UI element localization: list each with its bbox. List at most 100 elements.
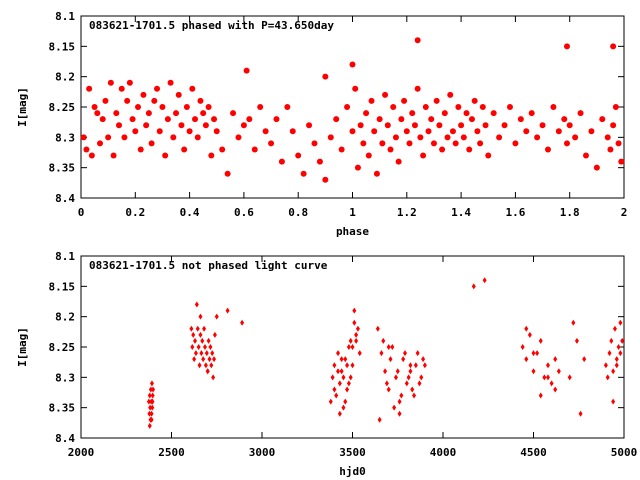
data-point [618, 350, 623, 357]
data-point [401, 356, 406, 363]
data-point [501, 122, 508, 129]
data-point [145, 110, 152, 117]
data-point [193, 337, 198, 344]
data-point [148, 404, 153, 411]
y-tick-label: 8.35 [49, 162, 76, 175]
y-tick-label: 8.3 [55, 371, 75, 384]
data-point [164, 116, 171, 123]
x-axis-label: phase [336, 225, 369, 238]
x-tick-label: 2 [621, 206, 628, 219]
data-point [198, 331, 203, 338]
data-point [97, 140, 104, 147]
data-point [339, 368, 344, 375]
data-point [531, 350, 536, 357]
data-point [332, 386, 337, 393]
data-point [208, 344, 213, 350]
data-point [348, 337, 353, 344]
data-point [612, 104, 619, 110]
data-point [572, 134, 579, 141]
data-point [243, 67, 250, 74]
data-point [607, 146, 614, 153]
data-point [354, 337, 359, 344]
data-point [211, 116, 218, 123]
data-point [151, 97, 158, 104]
data-point [107, 79, 114, 86]
data-point [257, 104, 264, 110]
data-point [355, 325, 360, 332]
data-point [404, 380, 409, 387]
y-tick-label: 8.15 [49, 40, 76, 53]
data-point [192, 356, 197, 363]
chart-title: 083621-1701.5 phased with P=43.650day [89, 19, 334, 32]
data-point [408, 362, 413, 369]
data-point [582, 152, 589, 159]
data-point [425, 128, 432, 135]
data-point [181, 146, 188, 153]
data-point [471, 283, 476, 290]
data-point [337, 380, 342, 387]
data-point [413, 362, 418, 369]
data-point [189, 85, 196, 92]
data-point [341, 374, 346, 381]
data-point [268, 140, 275, 147]
data-point [86, 85, 93, 92]
data-point [387, 146, 394, 153]
data-point [567, 374, 572, 381]
data-point [455, 104, 462, 110]
data-point [224, 170, 231, 177]
x-tick-label: 4500 [520, 446, 547, 459]
y-tick-label: 8.25 [49, 101, 76, 114]
data-point [417, 134, 424, 141]
x-tick-label: 2000 [68, 446, 95, 459]
data-point [571, 319, 576, 326]
data-point [207, 356, 212, 363]
data-point [345, 386, 350, 393]
y-tick-label: 8.25 [49, 341, 76, 354]
data-point [553, 386, 558, 393]
data-point [610, 43, 617, 50]
data-point [411, 122, 418, 129]
data-point [149, 380, 154, 387]
data-point [195, 325, 200, 332]
data-point [412, 392, 417, 399]
data-point [316, 158, 323, 165]
data-point [214, 313, 219, 320]
data-point [397, 410, 402, 417]
y-axis-label: I[mag] [16, 327, 29, 367]
data-point [211, 374, 216, 381]
data-point [531, 368, 536, 375]
data-point [449, 128, 456, 135]
data-point [603, 362, 608, 369]
data-point [357, 350, 362, 357]
data-point [376, 116, 383, 123]
data-point [300, 170, 307, 177]
data-point [524, 356, 529, 363]
data-point [199, 350, 204, 357]
data-point [371, 128, 378, 135]
data-point [341, 404, 346, 411]
data-point [460, 134, 467, 141]
data-point [444, 134, 451, 141]
data-point [352, 85, 359, 92]
x-tick-label: 1.8 [560, 206, 580, 219]
data-point [295, 152, 302, 159]
data-point [577, 110, 584, 117]
data-point [439, 146, 446, 153]
data-point [196, 344, 201, 350]
data-point [375, 325, 380, 332]
data-point [150, 398, 155, 405]
data-point [403, 128, 410, 135]
x-tick-label: 1.2 [397, 206, 417, 219]
data-point [352, 307, 357, 314]
data-point [306, 122, 313, 129]
data-point [612, 325, 617, 332]
data-point [363, 110, 370, 117]
data-point [466, 146, 473, 153]
data-point [208, 152, 215, 159]
x-axis-label: hjd0 [339, 465, 366, 478]
data-point [149, 416, 154, 423]
y-tick-label: 8.15 [49, 280, 76, 293]
data-point [402, 350, 407, 357]
data-point [477, 140, 484, 147]
data-point [140, 91, 147, 98]
